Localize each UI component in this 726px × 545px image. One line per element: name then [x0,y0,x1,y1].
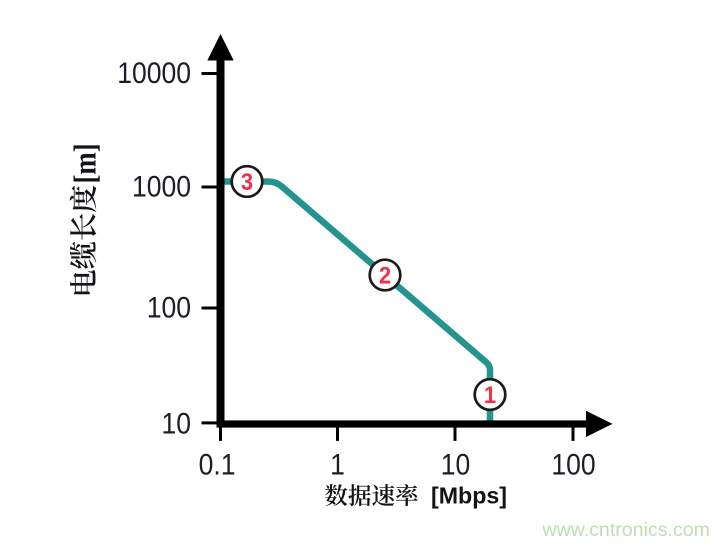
svg-text:2: 2 [379,262,391,289]
svg-text:10000: 10000 [117,57,191,91]
svg-text:3: 3 [241,168,253,195]
svg-text:10: 10 [161,407,191,441]
svg-text:1: 1 [330,448,345,482]
svg-text:[Mbps]: [Mbps] [431,483,507,509]
svg-text:10: 10 [441,448,471,482]
svg-text:1000: 1000 [132,170,191,204]
svg-text:www.cntronics.com: www.cntronics.com [541,519,710,541]
svg-text:1: 1 [484,381,496,408]
svg-text:0.1: 0.1 [199,448,236,482]
svg-text:100: 100 [147,291,191,325]
svg-text:100: 100 [551,448,595,482]
svg-text:[m]: [m] [69,143,103,183]
